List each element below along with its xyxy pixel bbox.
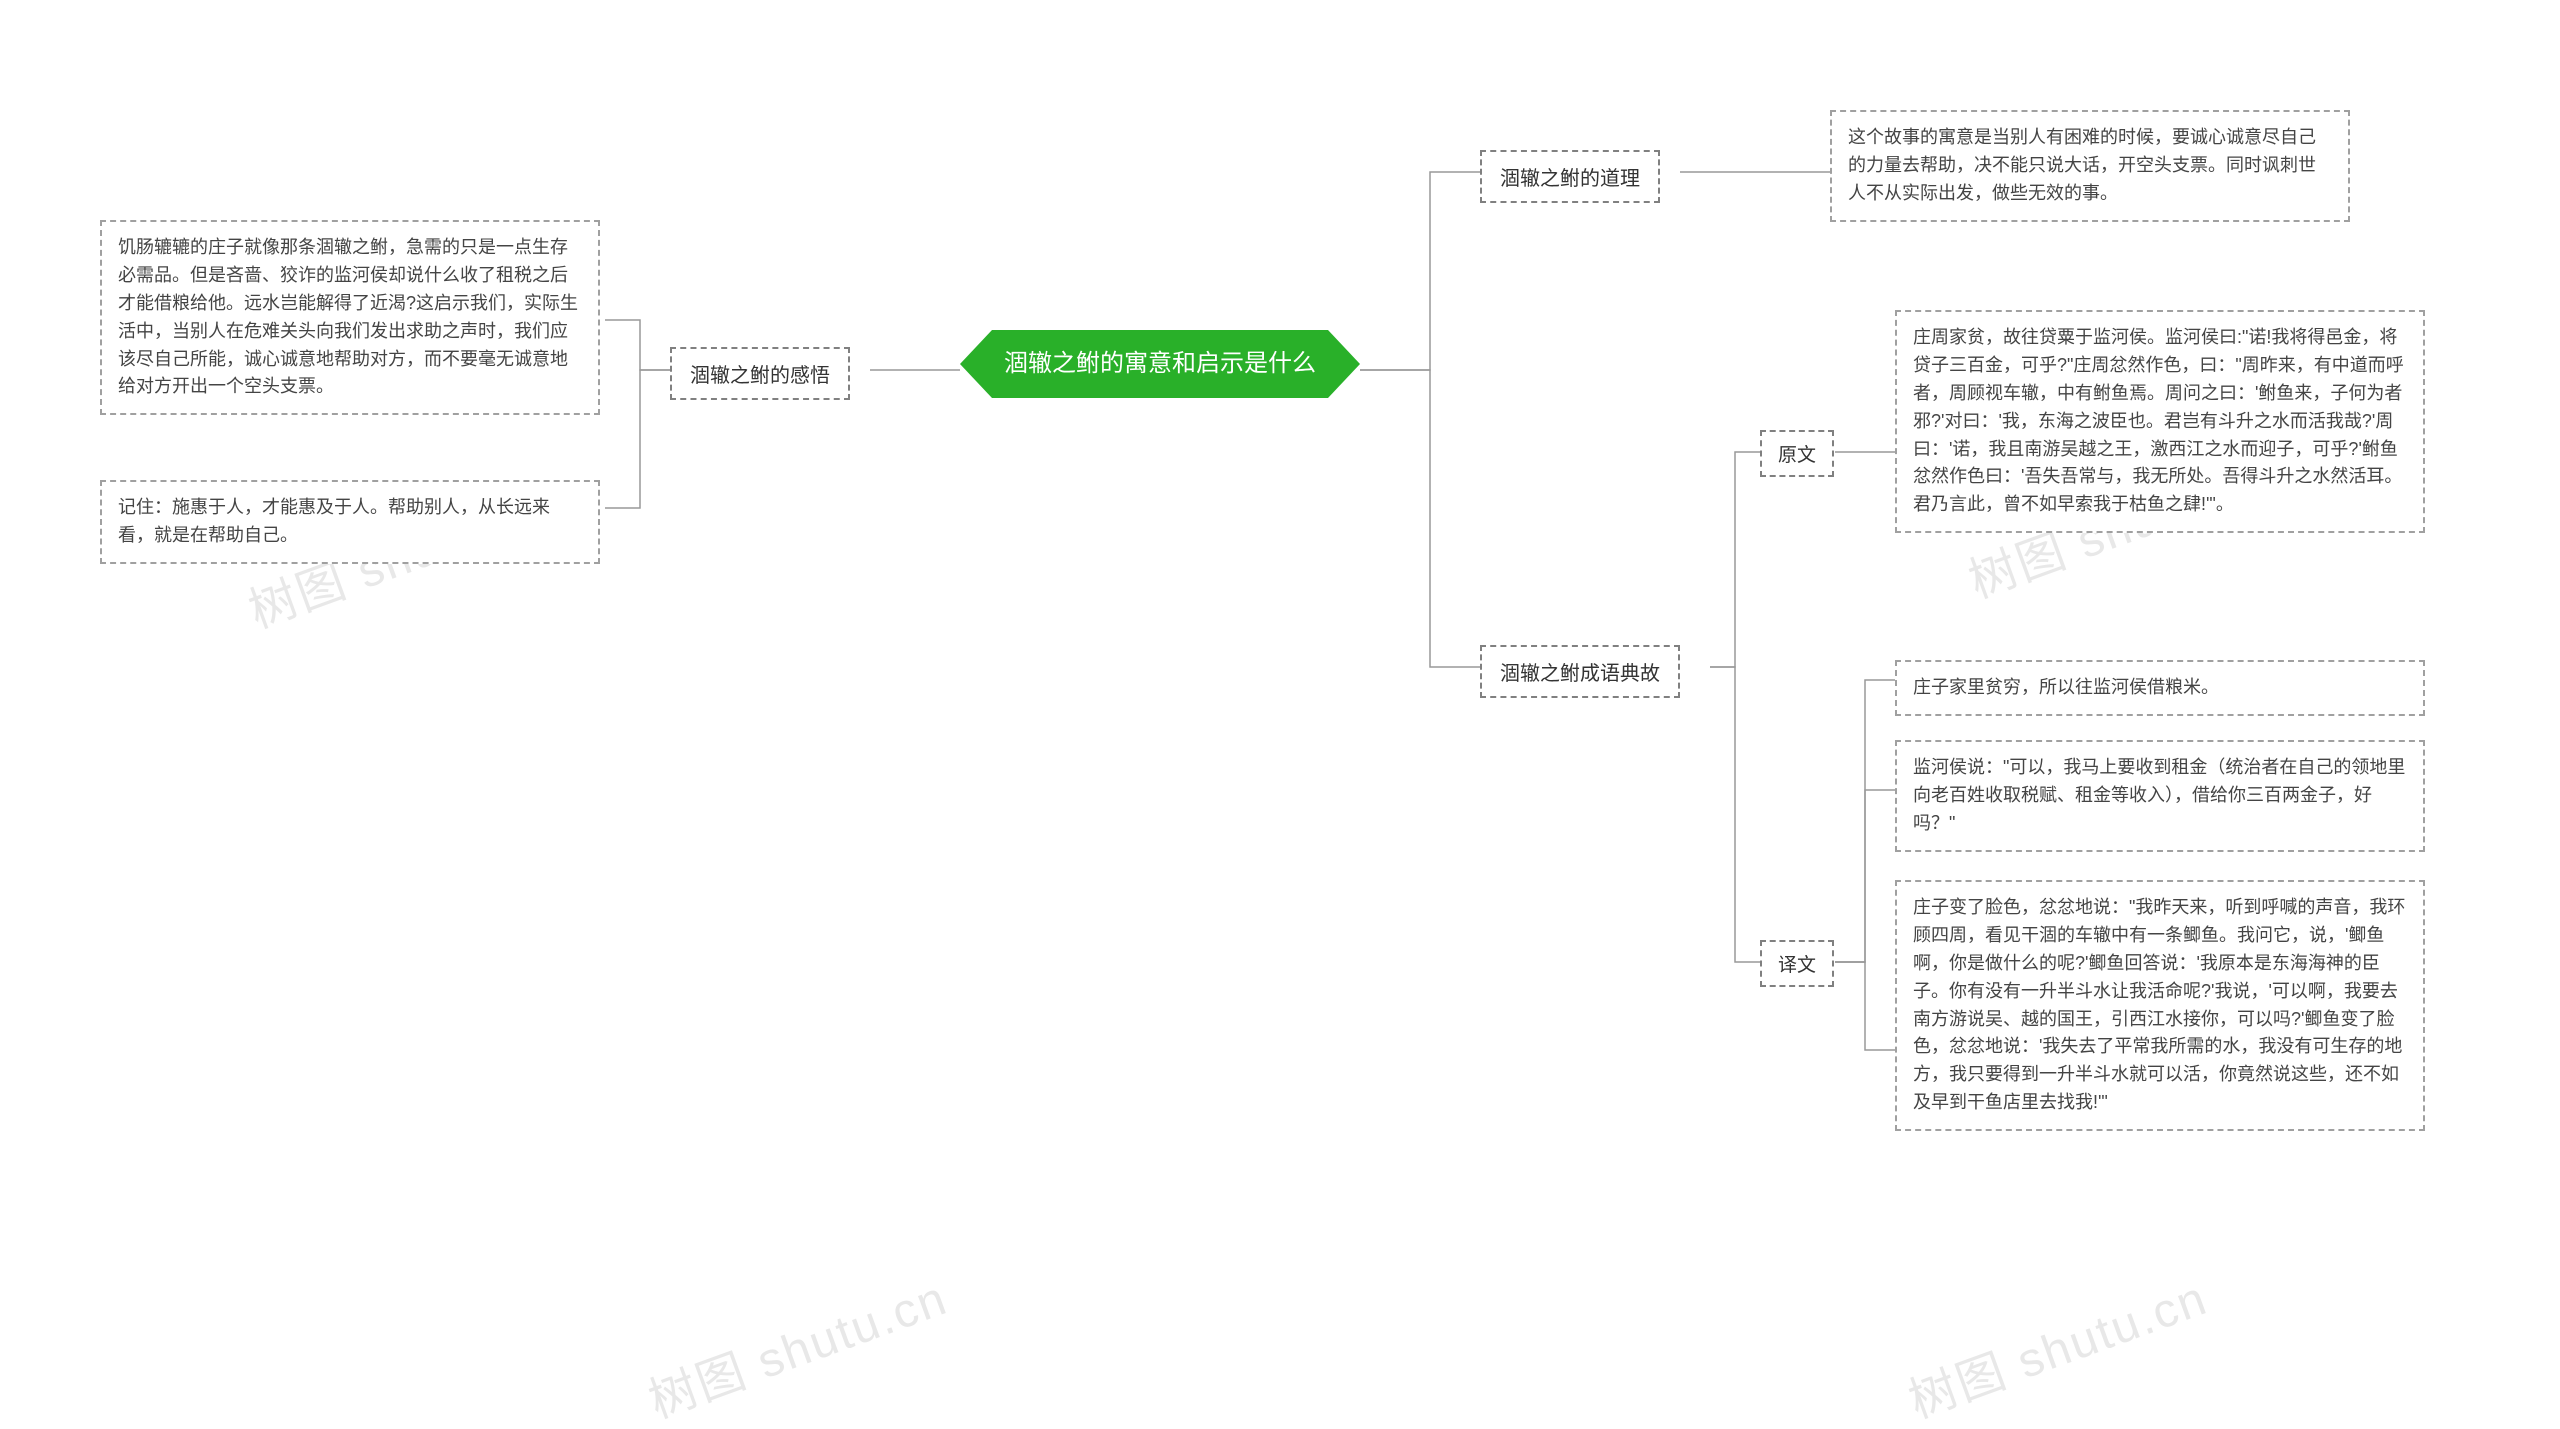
leaf-yuanwen: 庄周家贫，故往贷粟于监河侯。监河侯曰:"诺!我将得邑金，将贷子三百金，可乎?"庄… bbox=[1895, 310, 2425, 533]
root-text: 涸辙之鲋的寓意和启示是什么 bbox=[1004, 350, 1316, 377]
leaf-yiwen-1: 庄子家里贫穷，所以往监河侯借粮米。 bbox=[1895, 660, 2425, 716]
leaf-yiwen-1-text: 庄子家里贫穷，所以往监河侯借粮米。 bbox=[1913, 677, 2219, 697]
watermark: 树图 shutu.cn bbox=[1897, 1259, 2215, 1429]
leaf-yiwen-3-text: 庄子变了脸色，忿忿地说："我昨天来，听到呼喊的声音，我环顾四周，看见干涸的车辙中… bbox=[1913, 897, 2405, 1112]
branch-right-2: 涸辙之鲋成语典故 bbox=[1480, 645, 1680, 698]
root-node: 涸辙之鲋的寓意和启示是什么 bbox=[960, 330, 1360, 398]
branch-right-1-label: 涸辙之鲋的道理 bbox=[1500, 168, 1640, 190]
leaf-yiwen-2-text: 监河侯说："可以，我马上要收到租金（统治者在自己的领地里向老百姓收取税赋、租金等… bbox=[1913, 757, 2405, 833]
leaf-left-1-text: 饥肠辘辘的庄子就像那条涸辙之鲋，急需的只是一点生存必需品。但是吝啬、狡诈的监河侯… bbox=[118, 237, 578, 396]
leaf-yiwen-2: 监河侯说："可以，我马上要收到租金（统治者在自己的领地里向老百姓收取税赋、租金等… bbox=[1895, 740, 2425, 852]
sub-label-yuanwen-text: 原文 bbox=[1778, 445, 1816, 466]
leaf-right-1-text: 这个故事的寓意是当别人有困难的时候，要诚心诚意尽自己的力量去帮助，决不能只说大话… bbox=[1848, 127, 2316, 203]
branch-right-1: 涸辙之鲋的道理 bbox=[1480, 150, 1660, 203]
leaf-yiwen-3: 庄子变了脸色，忿忿地说："我昨天来，听到呼喊的声音，我环顾四周，看见干涸的车辙中… bbox=[1895, 880, 2425, 1131]
branch-left: 涸辙之鲋的感悟 bbox=[670, 347, 850, 400]
leaf-left-1: 饥肠辘辘的庄子就像那条涸辙之鲋，急需的只是一点生存必需品。但是吝啬、狡诈的监河侯… bbox=[100, 220, 600, 415]
leaf-left-2: 记住：施惠于人，才能惠及于人。帮助别人，从长远来看，就是在帮助自己。 bbox=[100, 480, 600, 564]
leaf-yuanwen-text: 庄周家贫，故往贷粟于监河侯。监河侯曰:"诺!我将得邑金，将贷子三百金，可乎?"庄… bbox=[1913, 327, 2404, 514]
sub-label-yiwen: 译文 bbox=[1760, 940, 1834, 987]
branch-left-label: 涸辙之鲋的感悟 bbox=[690, 365, 830, 387]
sub-label-yiwen-text: 译文 bbox=[1778, 955, 1816, 976]
watermark: 树图 shutu.cn bbox=[637, 1259, 955, 1429]
branch-right-2-label: 涸辙之鲋成语典故 bbox=[1500, 663, 1660, 685]
leaf-right-1: 这个故事的寓意是当别人有困难的时候，要诚心诚意尽自己的力量去帮助，决不能只说大话… bbox=[1830, 110, 2350, 222]
sub-label-yuanwen: 原文 bbox=[1760, 430, 1834, 477]
leaf-left-2-text: 记住：施惠于人，才能惠及于人。帮助别人，从长远来看，就是在帮助自己。 bbox=[118, 497, 550, 545]
